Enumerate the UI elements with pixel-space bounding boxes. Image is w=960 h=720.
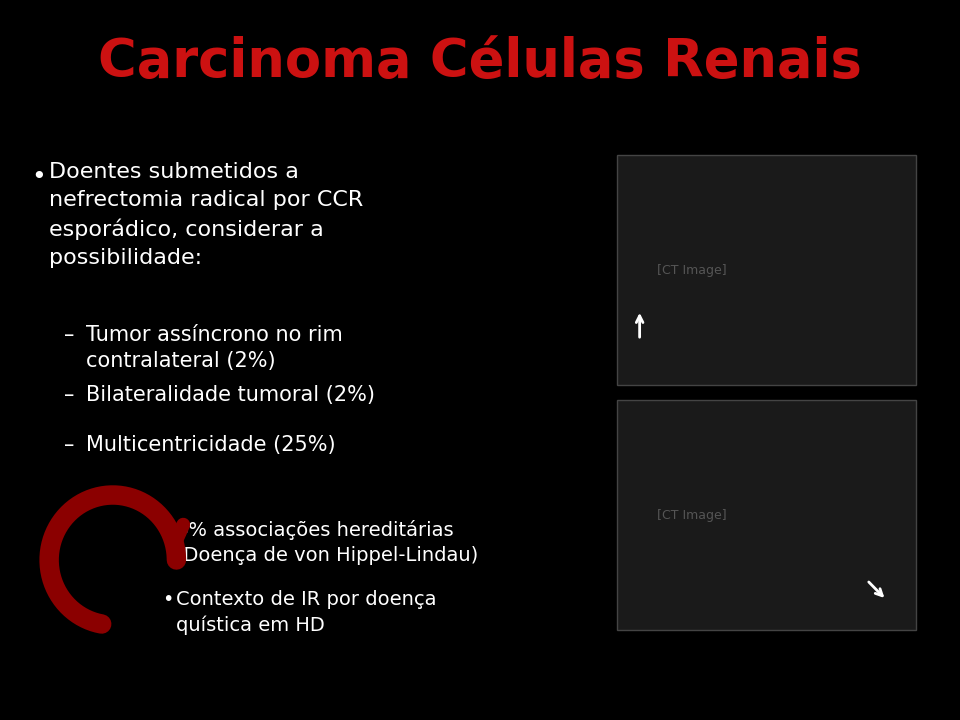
Text: •: • <box>32 165 46 189</box>
Text: Multicentricidade (25%): Multicentricidade (25%) <box>86 435 336 455</box>
Text: [CT Image]: [CT Image] <box>657 264 727 276</box>
Text: Contexto de IR por doença
quística em HD: Contexto de IR por doença quística em HD <box>177 590 437 635</box>
Text: Bilateralidade tumoral (2%): Bilateralidade tumoral (2%) <box>86 385 375 405</box>
Text: •: • <box>161 520 173 539</box>
Text: Carcinoma Células Renais: Carcinoma Células Renais <box>98 36 862 88</box>
Text: –: – <box>63 435 74 455</box>
Text: •: • <box>161 590 173 609</box>
Bar <box>617 400 916 630</box>
Text: 4% associações hereditárias
(Doença de von Hippel-Lindau): 4% associações hereditárias (Doença de v… <box>177 520 479 565</box>
Bar <box>617 155 916 385</box>
Text: –: – <box>63 325 74 345</box>
Text: Doentes submetidos a
nefrectomia radical por CCR
esporádico, considerar a
possib: Doentes submetidos a nefrectomia radical… <box>49 162 363 269</box>
Text: Tumor assíncrono no rim
contralateral (2%): Tumor assíncrono no rim contralateral (2… <box>86 325 343 372</box>
Text: [CT Image]: [CT Image] <box>657 508 727 521</box>
Text: –: – <box>63 385 74 405</box>
